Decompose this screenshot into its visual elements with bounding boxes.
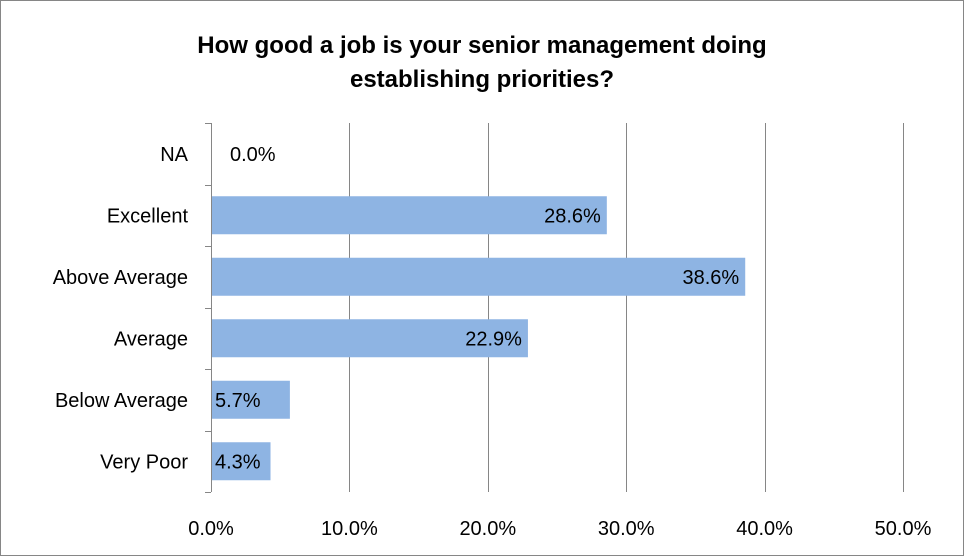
chart-title-line-1: How good a job is your senior management… — [197, 32, 767, 59]
data-label: 0.0% — [230, 144, 276, 166]
bar — [212, 196, 607, 235]
grid-lines — [205, 123, 904, 493]
data-label: 22.9% — [465, 328, 522, 350]
category-label: Excellent — [107, 205, 189, 227]
bars — [212, 196, 746, 481]
x-tick-label: 20.0% — [459, 518, 516, 540]
category-label: Average — [114, 328, 188, 350]
x-tick-label: 40.0% — [736, 518, 793, 540]
labels: 0.0% 10.0% 20.0% 30.0% 40.0% 50.0% NA 0.0% Excel… — [53, 144, 932, 540]
bar — [212, 319, 528, 358]
category-label: Very Poor — [100, 451, 188, 473]
x-tick-label: 0.0% — [188, 518, 234, 540]
category-label: Below Average — [55, 390, 188, 412]
data-label: 28.6% — [544, 205, 601, 227]
bar — [212, 380, 290, 419]
x-tick-label: 10.0% — [321, 518, 378, 540]
bar — [212, 442, 271, 481]
data-label: 38.6% — [683, 267, 740, 289]
category-label: NA — [160, 144, 188, 166]
category-label: Above Average — [53, 267, 188, 289]
data-label: 4.3% — [215, 451, 261, 473]
chart-title: How good a job is your senior management… — [1, 29, 963, 97]
data-label: 5.7% — [215, 390, 261, 412]
chart-title-line-2: establishing priorities? — [349, 66, 615, 93]
bar — [212, 257, 746, 296]
x-tick-label: 30.0% — [598, 518, 655, 540]
x-tick-label: 50.0% — [875, 518, 932, 540]
